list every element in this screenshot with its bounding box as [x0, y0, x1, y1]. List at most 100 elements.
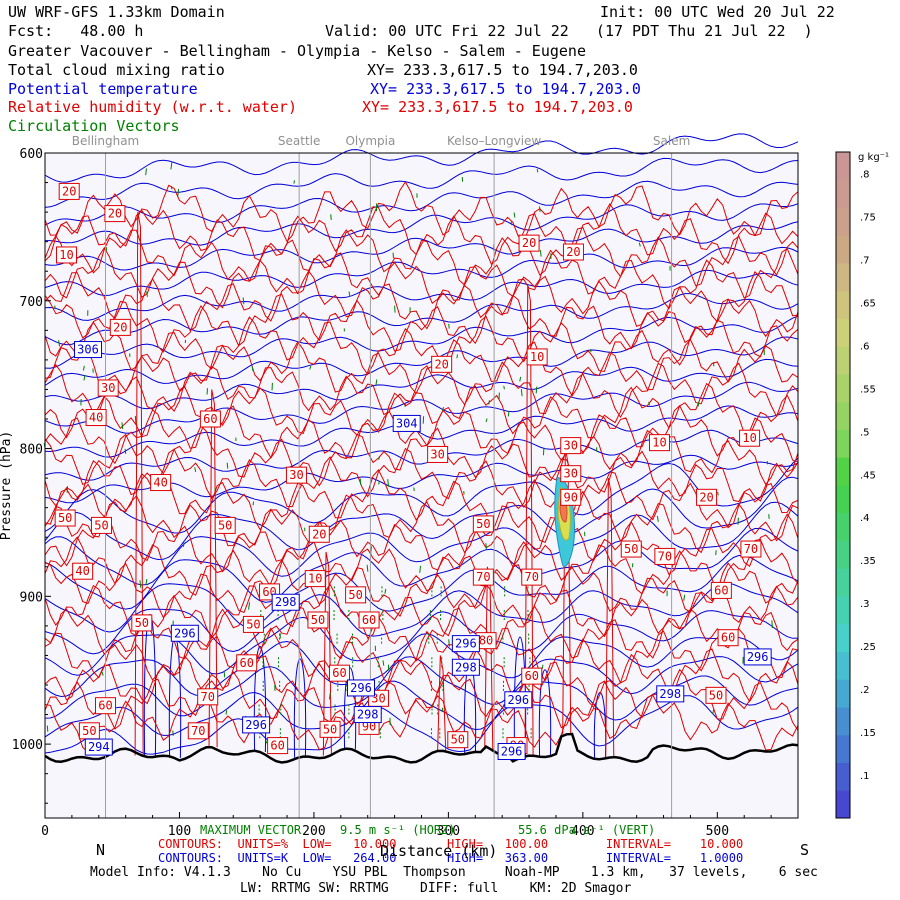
colorbar-swatch: [836, 512, 850, 541]
rh-contour-label-box: [560, 437, 582, 455]
rh-contour-label: 60: [203, 412, 217, 426]
colorbar-swatch: [836, 374, 850, 403]
colorbar-label: .8: [860, 169, 870, 180]
theta-contour-line: [44, 381, 799, 434]
rh-contour-label-box: [447, 731, 469, 749]
rh-contour-label-box: [345, 586, 367, 604]
rh-contour-label-box: [431, 355, 453, 373]
theta-contour-line: [44, 582, 799, 655]
circulation-vector: [539, 206, 541, 212]
x-axis-label: Distance (km): [380, 842, 498, 860]
circulation-vector: [194, 467, 197, 473]
circulation-vector: [656, 516, 659, 522]
theta-contour-line: [44, 527, 799, 610]
rh-contour-label-box: [104, 205, 126, 223]
rh-contour-label-box: [472, 568, 494, 586]
circulation-vector: [378, 481, 380, 485]
rh-contour-label-box: [187, 722, 209, 740]
rh-contour-label-box: [308, 525, 330, 543]
max-vector-label: MAXIMUM VECTOR: [200, 823, 302, 837]
rh-contour-label: 20: [522, 236, 536, 250]
circulation-vector: [58, 340, 60, 347]
rh-contour-label: 50: [135, 616, 149, 630]
circulation-vector: [139, 580, 142, 588]
circulation-vector: [124, 448, 127, 454]
circulation-vector: [485, 543, 488, 549]
circulation-vector: [348, 291, 351, 297]
theta-contour-info: CONTOURS: UNITS=K LOW= 264.00 HIGH= 363.…: [158, 851, 744, 865]
circulation-vector: [214, 487, 217, 494]
axes: 600 700 800 900 1000 Pressure (hPa) 0 100 200 300…: [0, 147, 799, 839]
theta-contour-label: 296: [350, 681, 372, 695]
theta-contour-label-box: [656, 685, 685, 703]
rh-contour-label: 50: [323, 722, 337, 736]
rh-contour-label-box: [97, 379, 119, 397]
rh-contour-line: [44, 425, 799, 487]
colorbar-label: .65: [860, 298, 876, 309]
rh-contour-label: 20: [62, 184, 76, 198]
rh-contour-label-box: [562, 243, 584, 261]
y-axis-label: Pressure (hPa): [0, 431, 14, 541]
circulation-vector: [419, 565, 422, 573]
rh-contour-line: [44, 246, 799, 310]
colorbar-label: .55: [860, 384, 876, 395]
rh-contour-line: [44, 490, 799, 554]
circulation-vector: [248, 602, 251, 610]
south-label: S: [800, 841, 810, 859]
rh-contour-label: 70: [476, 570, 490, 584]
colorbar-label: .3: [860, 599, 870, 610]
colorbar-label: .45: [860, 470, 876, 481]
rh-contour-label: 70: [658, 549, 672, 563]
rh-contour-label-box: [72, 562, 94, 580]
rh-contour-line: [44, 202, 799, 266]
rh-contour-label: 20: [699, 490, 713, 504]
circulation-vector: [375, 379, 378, 386]
location-label: Seattle: [278, 134, 320, 148]
colorbar-swatch: [836, 596, 850, 625]
colorbar-frame: [835, 151, 851, 819]
theta-contour-line: [293, 658, 307, 758]
location-label: Bellingham: [72, 134, 140, 148]
colorbar-label: .25: [860, 642, 876, 653]
max-vector-vert: 55.6 dPa s⁻¹ (VERT): [518, 823, 656, 837]
circulation-vector: [121, 422, 124, 430]
theta-contour-line: [44, 336, 799, 386]
theta-contour-line: [44, 358, 799, 410]
theta-contour-line: [538, 669, 552, 758]
rh-contour-label: 30: [289, 468, 303, 482]
colorbar-label: .4: [860, 513, 870, 524]
physics-schemes: LW: RRTMG SW: RRTMG DIFF: full KM: 2D Sm…: [240, 881, 632, 896]
colorbar-swatch: [836, 568, 850, 597]
colorbar-label: .15: [860, 728, 876, 739]
theta-contour-label: 296: [507, 693, 529, 707]
rh-contour-label-box: [521, 667, 543, 685]
rh-contour-label-box: [267, 737, 289, 755]
colorbar-swatch: [836, 790, 850, 819]
rh-contour-label-box: [285, 466, 307, 484]
circulation-vector: [541, 664, 544, 670]
field-cloud: Total cloud mixing ratio: [8, 61, 225, 79]
rh-contour-line: [134, 212, 144, 756]
rh-contour-label-box: [85, 409, 107, 427]
rh-contour-label: 60: [332, 666, 346, 680]
circulation-vector: [145, 168, 147, 176]
circulation-vector: [226, 462, 229, 469]
theta-contour-label: 306: [77, 343, 99, 357]
y-tick-label: 800: [20, 443, 43, 458]
x-tick-label: 300: [437, 824, 460, 839]
circulation-vector: [177, 188, 180, 197]
rh-contour-label: 30: [101, 381, 115, 395]
rh-contour-label: 60: [270, 739, 284, 753]
colorbar-swatch: [836, 429, 850, 458]
rh-contour-label-box: [717, 629, 739, 647]
theta-contour-label-box: [497, 743, 526, 760]
rh-contour-label: 60: [525, 669, 539, 683]
theta-contour-label-box: [451, 635, 480, 653]
rh-contour-label-box: [710, 581, 732, 599]
rh-contour-line: [44, 293, 799, 353]
rh-contour-label-box: [705, 686, 727, 704]
theta-contour-label: 294: [88, 740, 110, 754]
circulation-vector: [507, 411, 510, 417]
circulation-vector: [378, 456, 380, 460]
rh-contour-line: [44, 315, 799, 376]
